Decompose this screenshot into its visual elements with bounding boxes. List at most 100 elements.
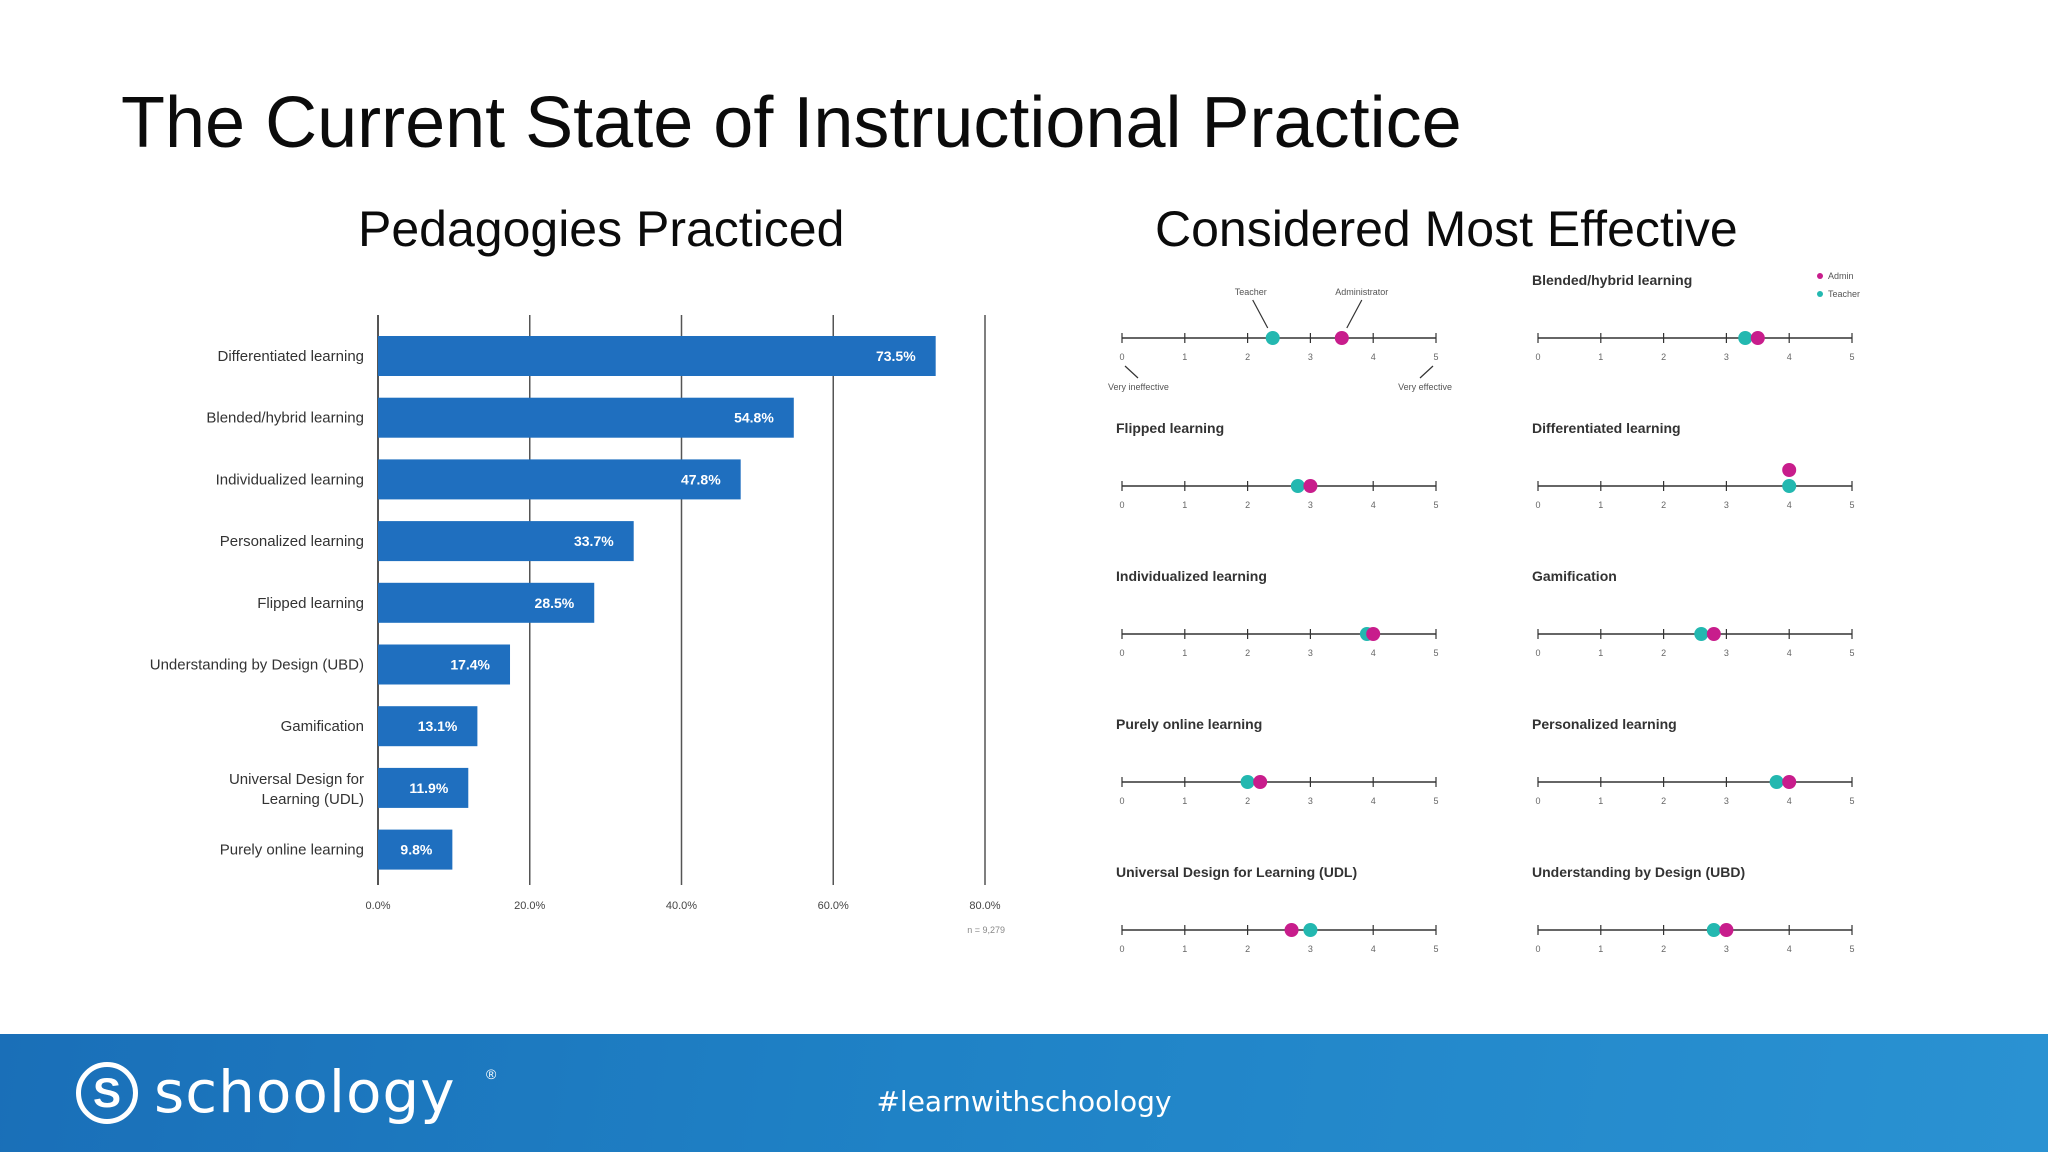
category-label: Purely online learning [220, 842, 364, 859]
scale-tick-label: 2 [1661, 500, 1666, 510]
teacher-point [1738, 331, 1753, 345]
panel-label: Gamification [1532, 568, 1617, 584]
legend-teacher-label: Teacher [1828, 289, 1860, 299]
schoology-s-icon: S [76, 1062, 138, 1124]
high-end-callout-line [1419, 365, 1434, 379]
scale-tick-label: 0 [1119, 944, 1124, 954]
scale-tick-label: 0 [1119, 352, 1124, 362]
panel-label: Universal Design for Learning (UDL) [1116, 864, 1357, 880]
bar [378, 706, 478, 747]
scale-tick-label: 5 [1433, 796, 1438, 806]
scale-tick-label: 4 [1371, 796, 1376, 806]
admin-point [1782, 463, 1797, 477]
scale-tick-label: 0 [1119, 648, 1124, 658]
scale-tick-label: 5 [1849, 352, 1854, 362]
bar [378, 829, 453, 870]
bar [378, 767, 469, 808]
scale-tick-label: 5 [1433, 944, 1438, 954]
scale-tick-label: 3 [1724, 796, 1729, 806]
category-label: Individualized learning [216, 471, 364, 488]
scale-tick-label: 2 [1661, 648, 1666, 658]
panel-label: Individualized learning [1116, 568, 1267, 584]
scale-tick-label: 2 [1245, 500, 1250, 510]
panel-label: Personalized learning [1532, 716, 1677, 732]
category-label: Universal Design for Learning (UDL) [229, 771, 364, 808]
teacher-point [1694, 627, 1709, 641]
scale-tick-label: 0 [1535, 944, 1540, 954]
teacher-callout-line [1252, 299, 1269, 329]
legend-admin-swatch [1817, 273, 1823, 279]
scale-tick-label: 2 [1245, 352, 1250, 362]
scale-tick-label: 1 [1598, 944, 1603, 954]
brand-name: schoology [154, 1058, 456, 1126]
scale-tick-label: 3 [1308, 944, 1313, 954]
teacher-point [1265, 331, 1280, 345]
category-label: Flipped learning [257, 595, 364, 612]
hashtag: #learnwithschoology [876, 1085, 1172, 1118]
x-tick-label: 40.0% [666, 900, 697, 912]
scale-tick-label: 5 [1433, 352, 1438, 362]
legend-teacher-swatch [1817, 291, 1823, 297]
x-tick-label: 20.0% [514, 900, 545, 912]
admin-point [1253, 775, 1268, 789]
scale-tick-label: 1 [1182, 500, 1187, 510]
footer-bar: S schoology ® #learnwithschoology [0, 1034, 2048, 1152]
scale-tick-label: 4 [1787, 796, 1792, 806]
scale-tick-label: 2 [1661, 796, 1666, 806]
left-chart-heading: Pedagogies Practiced [358, 201, 845, 257]
scale-tick-label: 1 [1182, 352, 1187, 362]
scale-tick-label: 4 [1787, 352, 1792, 362]
low-end-callout: Very ineffective [1108, 382, 1169, 392]
slide-title: The Current State of Instructional Pract… [121, 83, 1462, 163]
registered-mark: ® [486, 1066, 497, 1082]
data-label: 17.4% [450, 657, 490, 673]
right-chart-heading: Considered Most Effective [1155, 201, 1738, 257]
bar [378, 644, 511, 685]
x-tick-label: 80.0% [969, 900, 1000, 912]
scale-tick-label: 4 [1371, 944, 1376, 954]
data-label: 47.8% [681, 471, 721, 487]
scale-tick-label: 3 [1724, 500, 1729, 510]
scale-tick-label: 4 [1371, 648, 1376, 658]
scale-tick-label: 4 [1787, 500, 1792, 510]
teacher-callout: Teacher [1235, 287, 1267, 297]
scale-tick-label: 2 [1245, 796, 1250, 806]
teacher-point [1706, 923, 1721, 937]
admin-point [1782, 775, 1797, 789]
scale-tick-label: 0 [1119, 500, 1124, 510]
x-tick-label: 0.0% [365, 900, 390, 912]
scale-tick-label: 4 [1787, 648, 1792, 658]
pedagogies-bar-chart: 0.0% 20.0% 40.0% 60.0% 80.0% 73.5% Differentia… [150, 315, 1005, 935]
admin-point [1719, 923, 1734, 937]
admin-point [1334, 331, 1349, 345]
teacher-point [1290, 479, 1305, 493]
admin-point [1706, 627, 1721, 641]
scale-tick-label: 1 [1598, 352, 1603, 362]
scale-tick-label: 5 [1433, 500, 1438, 510]
scale-tick-label: 3 [1724, 352, 1729, 362]
panel-label: Differentiated learning [1532, 420, 1681, 436]
scale-tick-label: 5 [1849, 500, 1854, 510]
sample-size-note: n = 9,279 [967, 925, 1005, 935]
admin-point [1303, 479, 1318, 493]
scale-tick-label: 0 [1119, 796, 1124, 806]
admin-callout-line [1346, 299, 1363, 329]
panel-label: Flipped learning [1116, 420, 1224, 436]
scale-tick-label: 5 [1849, 796, 1854, 806]
scale-tick-label: 1 [1182, 648, 1187, 658]
low-end-callout-line [1124, 365, 1139, 379]
bar [378, 459, 741, 500]
scale-tick-label: 4 [1371, 352, 1376, 362]
scale-tick-label: 3 [1308, 648, 1313, 658]
scale-tick-label: 1 [1182, 944, 1187, 954]
scale-tick-label: 3 [1308, 352, 1313, 362]
category-label: Differentiated learning [218, 348, 364, 365]
category-label: Blended/hybrid learning [206, 410, 364, 427]
bar [378, 582, 595, 623]
panel-label: Understanding by Design (UBD) [1532, 864, 1745, 880]
scale-tick-label: 1 [1598, 796, 1603, 806]
scale-tick-label: 5 [1433, 648, 1438, 658]
scale-tick-label: 1 [1598, 500, 1603, 510]
scale-tick-label: 1 [1182, 796, 1187, 806]
scale-tick-label: 2 [1245, 648, 1250, 658]
